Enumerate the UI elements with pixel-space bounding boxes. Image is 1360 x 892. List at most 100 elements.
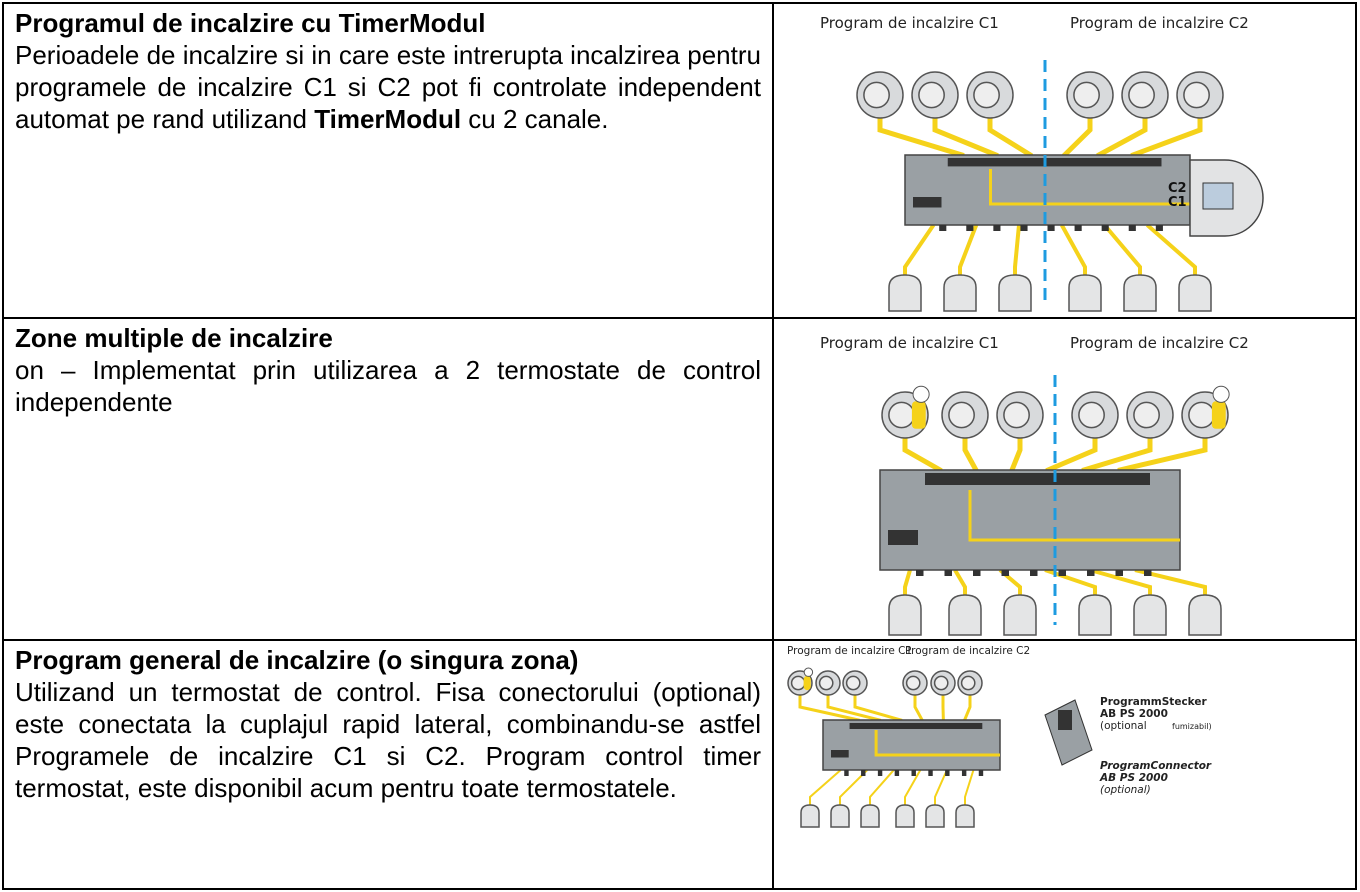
actuator: [948, 594, 982, 636]
wire: [1013, 224, 1021, 275]
thermostat-dial: [905, 675, 921, 691]
thermostat-dial: [888, 401, 915, 429]
row-body: Perioadele de incalzire si in care este …: [15, 39, 761, 135]
manifold: [904, 154, 1191, 226]
actuator: [943, 274, 977, 312]
actuator: [1078, 594, 1112, 636]
wire: [953, 568, 967, 595]
thermostat-dial: [933, 675, 949, 691]
actuator: [1178, 274, 1212, 312]
wire: [1102, 223, 1142, 275]
actuator: [830, 804, 850, 828]
terminal: [1115, 570, 1123, 576]
actuator: [1133, 594, 1167, 636]
wire: [968, 490, 1180, 542]
manifold-label: [888, 530, 918, 545]
terminal: [928, 770, 933, 776]
terminal: [966, 225, 974, 231]
actuator: [888, 594, 922, 636]
terminal: [1155, 225, 1163, 231]
row-body: on – Implementat prin utilizarea a 2 ter…: [15, 354, 761, 418]
terminal: [1058, 570, 1066, 576]
callout-text: ProgrammStecker: [1100, 696, 1207, 708]
program-label: Program de incalzire C2: [905, 645, 1030, 657]
thermostat-dial: [790, 675, 806, 691]
terminal: [944, 570, 952, 576]
thermostat-dial: [818, 675, 834, 691]
thermostat-dial: [973, 81, 1000, 109]
thermostat-dial: [1183, 81, 1210, 109]
wire: [964, 769, 975, 805]
wire: [903, 569, 912, 595]
row-body: Utilizand un termostat de control. Fisa …: [15, 676, 761, 804]
thermostat-dial: [918, 81, 945, 109]
actuator: [895, 804, 915, 828]
terminal: [911, 770, 916, 776]
text-cell: Program general de incalzire (o singura …: [3, 640, 773, 804]
thermostat-dial: [845, 675, 861, 691]
text-cell: Zone multiple de incalzire on – Implement…: [3, 318, 773, 418]
row-title: Program general de incalzire (o singura …: [15, 645, 579, 675]
actuator: [1003, 594, 1037, 636]
manifold-label: [831, 750, 849, 758]
terminal: [973, 570, 981, 576]
program-plug: [1044, 699, 1093, 766]
actuator: [955, 804, 975, 828]
callout-text: (optional: [1100, 720, 1147, 732]
terminal: [961, 770, 967, 776]
manifold: [879, 469, 1181, 571]
callout-text: (optional): [1100, 784, 1151, 796]
actuator: [925, 804, 945, 828]
actuator: [1123, 274, 1157, 312]
actuator: [860, 804, 880, 828]
terminal: [894, 770, 900, 776]
thermostat-dial: [960, 675, 976, 691]
row-title: Programul de incalzire cu TimerModul: [15, 8, 486, 38]
terminal: [1001, 570, 1009, 576]
thermostat-dial: [1128, 81, 1155, 109]
wire: [839, 769, 868, 805]
wire: [874, 730, 1000, 757]
wire: [989, 169, 1190, 206]
terminal: [1101, 225, 1109, 231]
program-label: Program de incalzire C2: [1070, 14, 1249, 32]
terminal: [844, 770, 849, 776]
channel-label: C1: [1168, 195, 1187, 210]
terminal: [1128, 225, 1136, 231]
actuator: [1068, 274, 1102, 312]
terminal: [1030, 570, 1038, 576]
manifold-strip: [925, 473, 1150, 485]
terminal: [1074, 225, 1082, 231]
terminal: [945, 770, 950, 776]
timer: [803, 675, 811, 691]
thermostat-dial: [1133, 401, 1160, 429]
terminal: [978, 770, 984, 776]
actuator: [888, 274, 922, 312]
program-label: Program de incalzire C1: [820, 334, 999, 352]
timer: [1211, 401, 1226, 429]
program-label: Program de incalzire C1: [787, 645, 912, 657]
manifold-strip: [947, 158, 1162, 167]
wire: [809, 769, 842, 805]
wire: [934, 769, 948, 805]
body-text: cu 2 canale.: [461, 104, 609, 134]
program-label: Program de incalzire C2: [1070, 334, 1249, 352]
row-title: Zone multiple de incalzire: [15, 323, 333, 353]
wire: [869, 769, 895, 805]
wire: [1060, 224, 1087, 275]
channel-label: C2: [1168, 181, 1187, 196]
clock: [912, 385, 930, 403]
wire: [903, 223, 936, 275]
body-text: Utilizand un termostat de control. Fisa …: [15, 677, 761, 803]
terminal: [877, 770, 883, 776]
callout-text: ProgramConnector: [1100, 760, 1212, 772]
text-cell: Programul de incalzire cu TimerModul Peri…: [3, 3, 773, 135]
actuator: [800, 804, 820, 828]
terminal: [1047, 225, 1055, 231]
clock: [1212, 385, 1230, 403]
wire: [1089, 568, 1152, 595]
terminal: [939, 225, 947, 231]
actuator: [1188, 594, 1222, 636]
timer-display: [1202, 182, 1234, 210]
